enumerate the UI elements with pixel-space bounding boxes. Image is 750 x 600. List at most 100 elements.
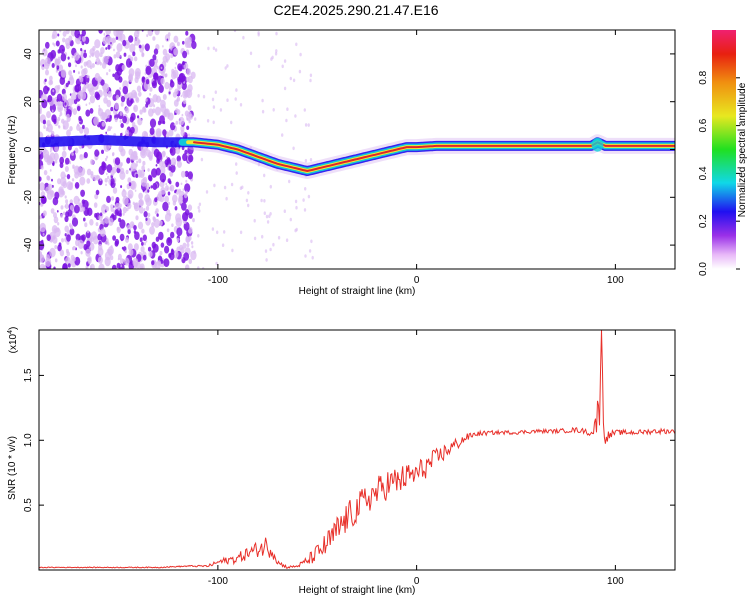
noise-speckle (105, 131, 107, 135)
noise-speckle (162, 94, 167, 100)
noise-speckle (119, 219, 126, 229)
noise-speckle (74, 182, 80, 189)
noise-speckle (59, 111, 63, 116)
noise-speckle (69, 204, 74, 211)
noise-speckle (152, 216, 156, 221)
noise-speckle (172, 69, 179, 79)
noise-speckle (110, 204, 114, 209)
noise-speckle (65, 82, 69, 88)
noise-speckle (149, 118, 157, 128)
noise-speckle (106, 164, 113, 173)
noise-speckle (112, 235, 116, 241)
noise-speckle (75, 64, 77, 68)
noise-speckle (130, 126, 135, 134)
noise-speckle (101, 161, 106, 167)
noise-speckle (62, 145, 66, 151)
noise-speckle (97, 256, 103, 264)
noise-speckle (67, 56, 70, 60)
noise-speckle (84, 222, 88, 228)
noise-speckle (133, 91, 138, 98)
noise-speckle (158, 220, 163, 226)
noise-speckle (176, 237, 180, 243)
noise-speckle (135, 215, 139, 221)
snr-ylabel: SNR (10 * v/v) (7, 436, 18, 500)
noise-speckle (127, 229, 131, 235)
noise-speckle (65, 30, 70, 35)
noise-speckle (103, 204, 106, 208)
noise-speckle (170, 51, 173, 54)
noise-speckle (160, 242, 165, 248)
noise-speckle (42, 233, 45, 236)
noise-speckle (144, 194, 151, 203)
noise-speckle (94, 213, 98, 218)
noise-speckle (223, 230, 226, 234)
noise-speckle (239, 103, 243, 107)
noise-speckle (261, 234, 264, 239)
noise-speckle (98, 214, 103, 221)
noise-speckle (288, 179, 291, 184)
noise-speckle (62, 263, 68, 269)
noise-speckle (130, 180, 137, 190)
noise-speckle (162, 120, 166, 125)
noise-speckle (85, 109, 91, 117)
noise-speckle (182, 188, 185, 191)
noise-speckle (109, 114, 112, 119)
noise-speckle (39, 182, 45, 191)
noise-speckle (167, 237, 171, 243)
noise-speckle (106, 155, 109, 159)
noise-speckle (42, 48, 48, 57)
noise-speckle (73, 195, 80, 205)
noise-speckle (72, 246, 75, 251)
noise-speckle (64, 166, 69, 172)
noise-speckle (59, 249, 65, 257)
noise-speckle (83, 67, 88, 75)
noise-speckle (136, 85, 142, 93)
noise-speckle (191, 40, 197, 50)
noise-speckle (180, 129, 185, 137)
noise-speckle (82, 124, 85, 130)
noise-speckle (132, 51, 136, 57)
snr-xtick-label: -100 (208, 576, 228, 587)
snr-scale-base: (x10 (8, 333, 19, 353)
noise-speckle (73, 99, 78, 105)
noise-speckle (159, 99, 162, 102)
spectrogram-xtick-label: 100 (607, 275, 624, 286)
noise-speckle (74, 84, 80, 93)
noise-speckle (188, 235, 192, 241)
noise-speckle (135, 173, 139, 178)
noise-speckle (71, 55, 74, 59)
noise-speckle (55, 40, 60, 47)
noise-speckle (153, 104, 156, 108)
noise-speckle (112, 152, 115, 156)
noise-speckle (68, 35, 73, 42)
noise-speckle (82, 86, 87, 92)
noise-speckle (43, 125, 46, 129)
noise-speckle (226, 98, 229, 102)
noise-speckle (113, 205, 115, 208)
noise-speckle (49, 75, 53, 82)
noise-speckle (110, 46, 113, 49)
noise-speckle (168, 91, 171, 95)
noise-speckle (100, 47, 105, 54)
noise-speckle (192, 218, 195, 223)
noise-speckle (166, 228, 170, 233)
noise-speckle (77, 90, 83, 100)
noise-speckle (71, 217, 79, 227)
noise-speckle (110, 178, 115, 185)
noise-speckle (113, 54, 117, 59)
noise-speckle (265, 214, 269, 219)
noise-speckle (150, 185, 153, 189)
noise-speckle (43, 170, 48, 176)
noise-speckle (111, 196, 115, 201)
noise-speckle (186, 76, 190, 83)
noise-speckle (85, 103, 88, 107)
noise-speckle (94, 50, 100, 59)
noise-speckle (271, 55, 274, 60)
noise-speckle (178, 116, 185, 126)
noise-speckle (179, 244, 184, 251)
noise-speckle (73, 52, 80, 61)
noise-speckle (151, 260, 155, 266)
noise-speckle (159, 250, 163, 256)
noise-speckle (110, 106, 114, 112)
spectrogram-ytick-label: -20 (23, 190, 34, 205)
